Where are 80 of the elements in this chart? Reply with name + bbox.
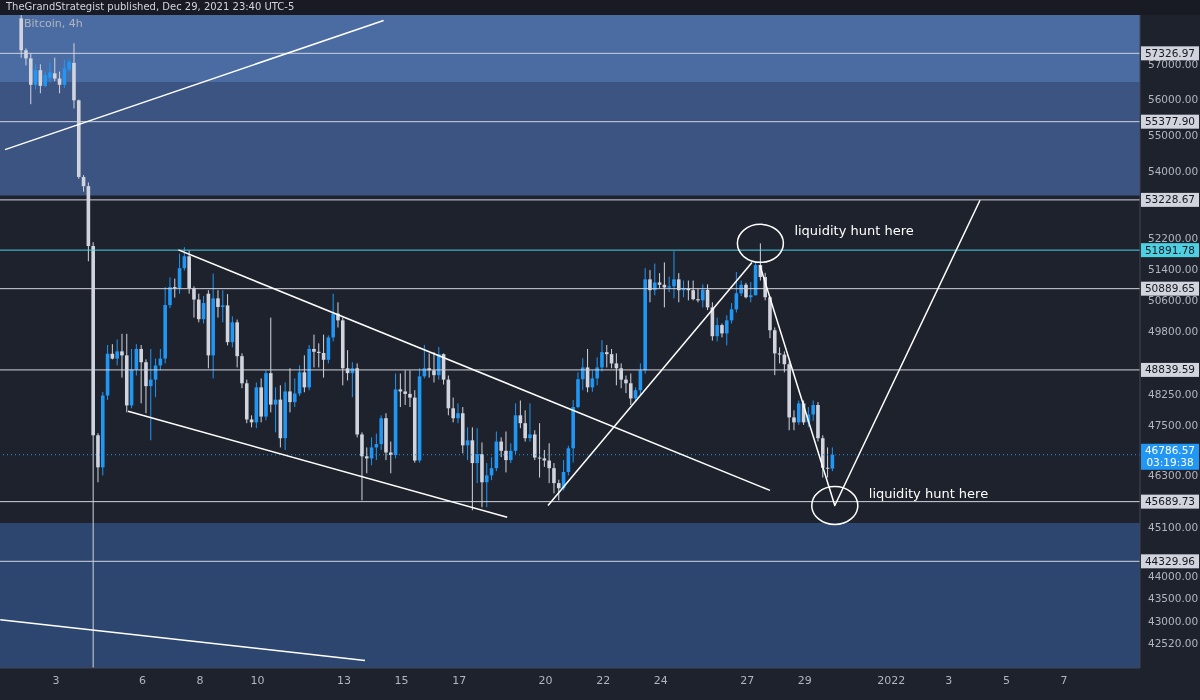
y-tick-label: 46300.00 <box>1148 469 1199 482</box>
text: TheGrandStrategist published, Dec 29, 2021 23:40 UTC-5 <box>6 1 295 12</box>
candlestick <box>115 338 119 366</box>
candlestick <box>580 357 585 391</box>
candlestick <box>364 446 369 474</box>
x-tick-label: 29 <box>797 673 812 687</box>
candlestick <box>672 250 676 299</box>
x-tick-label: 3 <box>945 673 953 687</box>
candlestick <box>700 283 705 308</box>
x-tick-label: 15 <box>394 673 409 687</box>
ref-line-label: 53228.67 <box>1144 193 1196 206</box>
ref-line-label: 48839.59 <box>1144 363 1196 376</box>
candlestick <box>628 373 633 406</box>
candlestick <box>796 399 801 426</box>
candlestick <box>748 281 753 303</box>
x-tick-label: 10 <box>250 673 265 687</box>
y-tick-label: 55000.00 <box>1148 128 1199 141</box>
y-tick-label: 47500.00 <box>1148 418 1199 431</box>
candlestick <box>148 348 153 441</box>
candlestick <box>499 436 503 458</box>
x-tick-label: 7 <box>1060 673 1068 687</box>
y-tick-label: 48250.00 <box>1148 387 1199 400</box>
x-tick-label: 22 <box>596 673 611 687</box>
ref-line-label: 46786.57 03:19:38 <box>1144 444 1196 469</box>
ref-line-label: 55377.90 <box>1144 115 1196 128</box>
y-tick-label: 57000.00 <box>1148 58 1199 71</box>
x-tick-label: 8 <box>196 673 204 687</box>
candlestick <box>312 334 316 368</box>
candlestick <box>196 293 201 323</box>
x-tick-label: 17 <box>452 673 467 687</box>
ref-line-label: 50889.65 <box>1144 282 1196 295</box>
candlestick <box>652 263 657 296</box>
y-tick-label: 43500.00 <box>1148 592 1199 605</box>
y-tick-label: 51400.00 <box>1148 262 1199 275</box>
y-tick-label: 50600.00 <box>1148 293 1199 306</box>
candlestick <box>724 314 729 346</box>
y-tick-label: 43000.00 <box>1148 615 1199 628</box>
candlestick <box>484 462 489 508</box>
y-tick-label: 56000.00 <box>1148 93 1199 106</box>
y-tick-label: 54000.00 <box>1148 165 1199 178</box>
candlestick <box>624 375 628 394</box>
x-tick-label: 13 <box>337 673 351 687</box>
candlestick <box>52 57 57 82</box>
y-tick-label: 45100.00 <box>1148 521 1199 534</box>
candlestick <box>504 431 508 473</box>
candlestick <box>331 293 335 342</box>
y-tick-label: 49800.00 <box>1148 325 1199 338</box>
candlestick <box>600 339 604 373</box>
ref-line-label: 57326.97 <box>1144 46 1196 59</box>
y-tick-label: 44000.00 <box>1148 569 1199 582</box>
candlestick <box>547 442 551 484</box>
x-tick-label: 27 <box>740 673 755 687</box>
y-tick-label: 52200.00 <box>1148 232 1199 245</box>
x-tick-label: 6 <box>138 673 146 687</box>
annotation: liquidity hunt here <box>868 485 989 501</box>
candlestick <box>168 276 172 309</box>
candlestick <box>532 429 537 461</box>
ref-line-label: 51891.78 <box>1144 243 1196 256</box>
x-tick-label: 2022 <box>877 673 906 687</box>
candlestick <box>292 377 297 408</box>
x-tick-label: 24 <box>653 673 668 687</box>
x-tick-label: 5 <box>1002 673 1010 687</box>
x-tick-label: 20 <box>538 673 553 687</box>
candlestick <box>552 462 556 494</box>
annotation: liquidity hunt here <box>794 223 914 239</box>
candlestick <box>715 317 719 342</box>
x-tick-label: 3 <box>52 673 60 687</box>
candlestick <box>792 409 796 431</box>
y-tick-label: 42520.00 <box>1148 637 1199 650</box>
candlestick <box>528 402 532 443</box>
candlestick <box>220 289 225 323</box>
candlestick <box>604 344 609 368</box>
ref-line-label: 45689.73 <box>1144 495 1196 508</box>
ref-line-label: 44329.96 <box>1144 554 1196 567</box>
candlestick <box>523 409 527 443</box>
candlestick <box>456 402 460 424</box>
candlestick <box>316 342 321 368</box>
candlestick <box>451 397 455 423</box>
chart-title: Bitcoin, 4h <box>24 17 83 30</box>
candlestick <box>811 399 815 422</box>
